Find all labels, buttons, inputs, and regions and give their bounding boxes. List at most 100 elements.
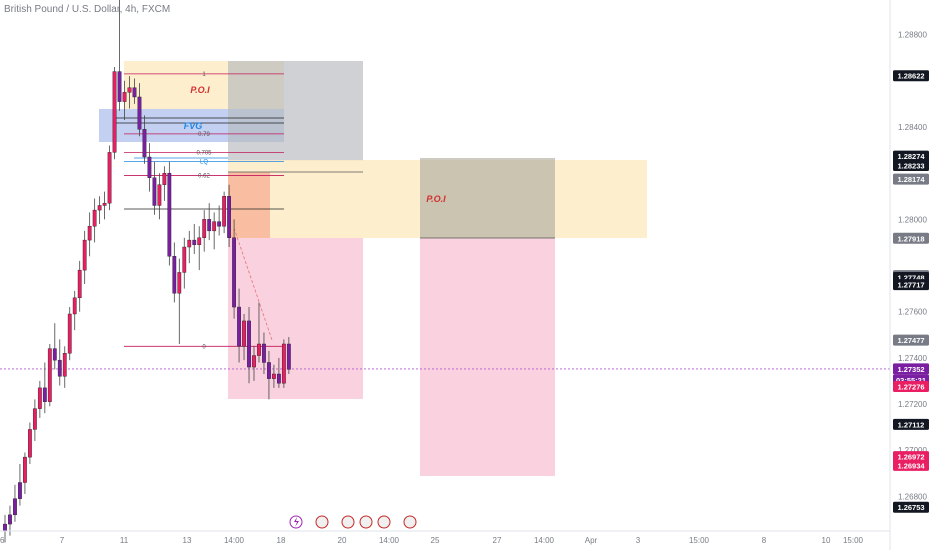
y-tick-label: 1.27200 [898, 400, 927, 409]
candle-body [72, 297, 77, 315]
x-tick-label: 13 [183, 536, 192, 545]
candle-body [281, 343, 286, 384]
candle [272, 364, 276, 388]
candle [18, 464, 22, 506]
price-axis[interactable]: 1.28800 1.28400 1.28000 1.27600 1.27400 1.272… [889, 0, 929, 550]
candle-body [92, 209, 97, 227]
pink-target-zone-right [420, 238, 555, 476]
candle-body [192, 239, 197, 245]
candle-body [207, 219, 212, 232]
candle [92, 198, 97, 243]
price-badge [893, 232, 929, 244]
candle-body [187, 239, 192, 248]
candle-body [52, 348, 57, 361]
candle-body [157, 184, 162, 206]
price-badge-label: 1.27112 [898, 420, 925, 429]
time-axis[interactable]: 6 7 11 13 14:00 18 20 14:00 25 27 14:00 Apr 3 15:00 8 1… [0, 536, 864, 545]
candle [262, 332, 266, 375]
pink-target-zone-left [228, 238, 363, 399]
fib-label: 1 [202, 72, 206, 78]
us-flag-icon [377, 515, 391, 529]
candle [207, 203, 212, 241]
candle [257, 302, 261, 363]
price-badge-label: 1.26753 [897, 503, 924, 512]
candle [222, 191, 227, 234]
candle-body [62, 353, 67, 377]
fib-label: LQ [200, 160, 208, 166]
candle-body [142, 129, 147, 158]
y-tick-label: 1.28800 [898, 31, 927, 40]
candle-body [286, 343, 291, 370]
candle-body [102, 202, 107, 206]
candle-body [77, 269, 82, 299]
x-tick-label: 27 [493, 536, 502, 545]
price-badge-label: 1.27918 [897, 234, 924, 243]
price-badge-label: 1.27352 [897, 365, 924, 374]
annotation-label: P.O.I [426, 194, 446, 204]
candle [267, 350, 271, 400]
candle [202, 210, 207, 252]
candle [192, 223, 197, 254]
candle [187, 230, 192, 264]
candle-body [32, 408, 37, 430]
candle-body [272, 373, 276, 379]
candle [13, 484, 17, 522]
candle-body [107, 152, 112, 204]
y-tick-label: 1.26800 [898, 492, 927, 501]
candle [47, 343, 52, 407]
candle-body [28, 429, 32, 458]
candle [77, 260, 82, 312]
x-tick-label: 20 [338, 536, 347, 545]
price-badge-label: 1.27748 [897, 274, 924, 283]
candle-body [57, 359, 62, 377]
x-tick-label: 15:00 [689, 536, 710, 545]
candle [252, 346, 256, 381]
us-flag-icon [315, 515, 329, 529]
x-tick-label: 14:00 [379, 536, 400, 545]
candle-body [132, 87, 137, 98]
candle-body [23, 456, 27, 483]
candle [147, 143, 152, 192]
x-tick-label: 14:00 [534, 536, 555, 545]
candle [167, 161, 172, 266]
events-row[interactable] [289, 515, 417, 529]
price-badge-label: 1.27477 [897, 336, 924, 345]
price-badge-label: 03:55:21 [896, 376, 926, 385]
candle [217, 205, 222, 236]
candle-body [252, 355, 256, 368]
us-flag-icon [359, 515, 373, 529]
price-badge [893, 418, 929, 430]
price-badge-label: 1.28274 [897, 152, 925, 161]
candle-body [117, 71, 122, 102]
candle [37, 380, 42, 418]
candle [97, 196, 102, 224]
candle [102, 191, 107, 220]
candle-body [237, 306, 241, 347]
candle [52, 323, 57, 370]
x-tick-label: 11 [120, 536, 129, 545]
fib-label: 0 [202, 344, 206, 350]
candle-body [197, 237, 202, 245]
price-badge [893, 451, 929, 463]
candle [157, 173, 162, 220]
candle-body [3, 523, 7, 532]
price-badge [893, 70, 929, 82]
price-badge-label: 1.26972 [897, 453, 924, 462]
candle [247, 307, 251, 384]
candle [122, 80, 127, 121]
candle-body [162, 172, 167, 185]
price-badge [893, 173, 929, 185]
candle-body [232, 237, 236, 308]
candle [182, 237, 187, 289]
x-tick-label: 3 [636, 536, 641, 545]
annotation-label: FVG [184, 121, 203, 131]
candle-body [13, 498, 17, 516]
fib-label: 0.705 [196, 150, 212, 156]
candle-body [262, 343, 266, 363]
gray-block-lower [420, 158, 555, 238]
x-tick-label: 15:00 [843, 536, 864, 545]
price-badge-label: 1.27717 [897, 281, 924, 290]
candle [212, 212, 217, 250]
